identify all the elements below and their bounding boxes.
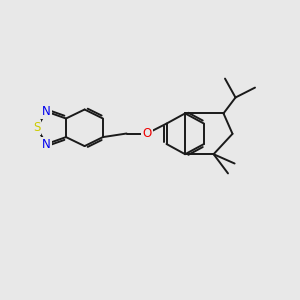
Text: S: S	[33, 121, 40, 134]
Text: N: N	[42, 137, 51, 151]
Text: N: N	[42, 105, 51, 118]
Text: O: O	[142, 127, 152, 140]
